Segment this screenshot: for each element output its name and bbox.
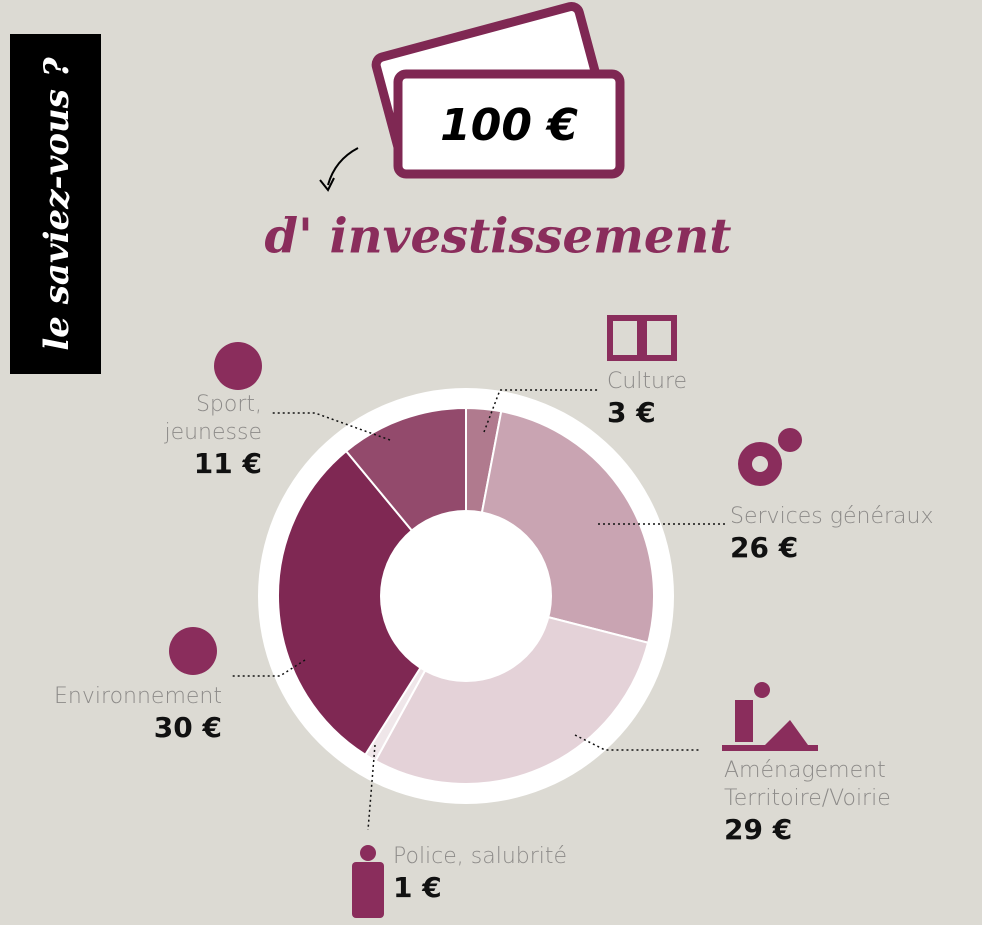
slice-label: Sport, jeunesse 11 €	[142, 391, 262, 481]
title: d' investissement	[265, 209, 732, 265]
leader-lines	[232, 389, 725, 831]
value-label: 26 €	[730, 531, 799, 564]
category-label: Culture	[607, 369, 688, 394]
banknote-text: 100 €	[440, 100, 578, 151]
slice-label: Police, salubrité 1 €	[393, 843, 567, 905]
category-label: Sport, jeunesse	[164, 392, 262, 445]
category-label: Services généraux	[730, 504, 934, 529]
donut-hole	[380, 510, 552, 682]
value-label: 11 €	[193, 447, 262, 480]
banknote-icon	[371, 1, 625, 179]
slice-label: Environnement 30 €	[54, 683, 222, 745]
slice	[277, 449, 468, 757]
slice-label: Culture 3 €	[607, 368, 687, 430]
arrow-head	[319, 177, 335, 192]
slice-label: Services généraux 26 €	[730, 503, 933, 565]
value-label: 3 €	[607, 396, 656, 429]
badge-text: le saviez-vous ?	[37, 56, 77, 350]
icons	[169, 315, 818, 918]
slice-label: Aménagement Territoire/Voirie 29 €	[724, 757, 924, 847]
category-label: Aménagement Territoire/Voirie	[724, 758, 891, 811]
category-label: Environnement	[54, 684, 222, 709]
badge-box	[10, 34, 101, 374]
arrow	[327, 147, 359, 186]
value-label: 30 €	[153, 711, 222, 744]
value-label: 29 €	[724, 813, 793, 846]
value-label: 1 €	[393, 871, 442, 904]
category-label: Police, salubrité	[393, 844, 568, 869]
